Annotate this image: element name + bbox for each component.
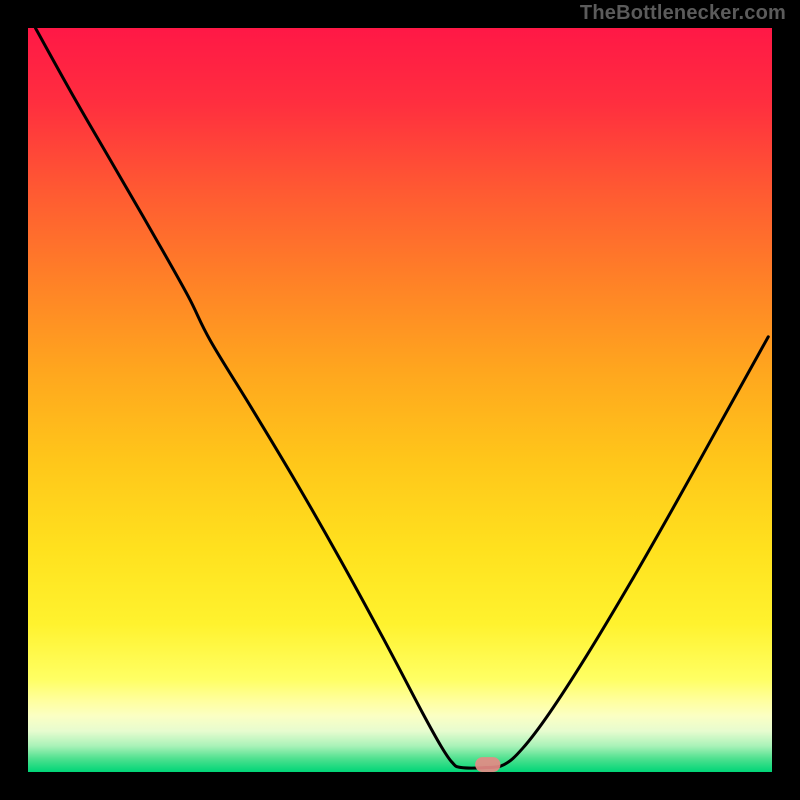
watermark-text: TheBottlenecker.com <box>580 2 786 25</box>
plot-background <box>28 28 772 772</box>
optimum-marker <box>475 757 500 772</box>
bottleneck-chart-svg <box>0 0 800 800</box>
chart-frame: TheBottlenecker.com <box>0 0 800 800</box>
